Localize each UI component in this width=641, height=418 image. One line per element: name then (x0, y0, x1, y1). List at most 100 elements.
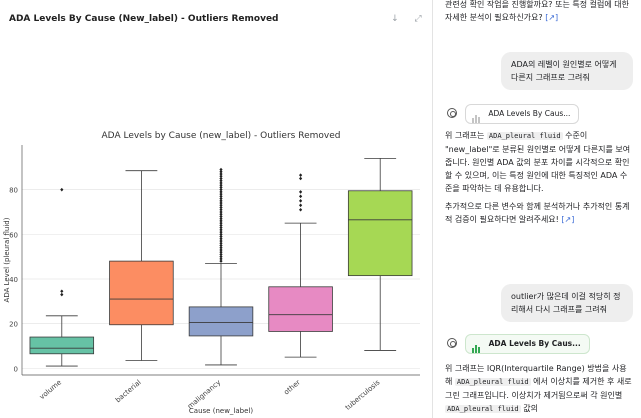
y-tick-label: 60 (9, 231, 18, 239)
panel-title: ADA Levels By Cause (New_label) - Outlie… (9, 14, 279, 24)
x-tick-label: malignancy (186, 378, 222, 410)
outlier-point (299, 194, 303, 199)
outlier-point (219, 192, 223, 196)
outlier-point (299, 173, 303, 177)
box-tuberculosis (347, 190, 413, 277)
outlier-point (219, 214, 223, 219)
x-tick-label: volume (38, 378, 63, 401)
message-text: 위 그래프는 (445, 131, 485, 140)
outlier-point (219, 236, 223, 241)
outlier-point (219, 207, 223, 212)
chat-panel: 관련성 확인 작업을 진행할까요? 또는 특정 컬럼에 대한 자세한 분석이 필… (433, 0, 641, 418)
inline-code: ADA_pleural fluid (454, 378, 531, 386)
x-tick-label: other (282, 378, 302, 396)
reference-link[interactable]: [↗] (561, 215, 575, 224)
inline-code: ADA_pleural fluid (445, 405, 521, 413)
user-message-text: ADA의 레벨이 원인별로 어떻게 다른지 그래프로 그려줘 (511, 60, 617, 82)
y-tick-label: 80 (9, 187, 18, 195)
chart-title: ADA Levels by Cause (new_label) - Outlie… (102, 131, 341, 141)
message-text: 추가적으로 다른 변수와 함께 분석하거나 추가적인 통계적 검증이 필요하다면… (445, 202, 630, 224)
outlier-point (60, 289, 64, 294)
outlier-point (299, 203, 303, 208)
outlier-point (219, 172, 223, 176)
outlier-point (219, 203, 223, 208)
assistant-message: 위 그래프는 ADA_pleural fluid 수준이 "new_label"… (445, 129, 633, 226)
message-paragraph: 위 그래프는 ADA_pleural fluid 수준이 "new_label"… (445, 129, 633, 195)
assistant-avatar-icon (447, 338, 457, 348)
outlier-point (219, 196, 223, 201)
outlier-point (219, 210, 223, 214)
message-text: 값의 (523, 404, 538, 413)
chart-artifact-chip-active[interactable]: ADA Levels By Caus... (465, 334, 590, 354)
message-text: 수준이 "new_label"로 분류된 원인별로 어떻게 다른지를 보여줍니다… (445, 131, 631, 193)
x-tick-label: tuberculosis (344, 378, 382, 412)
chart-artifact-chip[interactable]: ADA Levels By Caus... (465, 104, 580, 124)
assistant-message-top: 관련성 확인 작업을 진행할까요? 또는 특정 컬럼에 대한 자세한 분석이 필… (445, 0, 633, 24)
outlier-point (219, 232, 223, 237)
outlier-point (219, 221, 223, 225)
outlier-point (219, 225, 223, 230)
outlier-point (219, 199, 223, 203)
panel-tools: ↓ ⤢ (383, 6, 424, 25)
outlier-point (219, 178, 223, 183)
outlier-point (219, 219, 223, 223)
outlier-point (219, 257, 223, 261)
user-message: outlier가 많은데 이걸 적당히 정리해서 다시 그래프를 그려줘 (501, 284, 633, 322)
outlier-point (219, 216, 223, 221)
bar-chart-icon (472, 335, 481, 353)
bar-chart-icon (472, 105, 481, 123)
outlier-point (219, 205, 223, 210)
outlier-point (219, 181, 223, 185)
inline-code: ADA_pleural fluid (486, 132, 563, 140)
outlier-point (219, 223, 223, 228)
outlier-point (219, 183, 223, 187)
box-plot: ADA Levels by Cause (new_label) - Outlie… (3, 131, 420, 415)
outlier-point (219, 245, 223, 250)
y-tick-label: 40 (9, 276, 18, 284)
outlier-point (219, 228, 223, 232)
reference-link[interactable]: [↗] (545, 13, 559, 22)
outlier-point (299, 207, 303, 212)
outlier-point (219, 248, 223, 252)
chart-panel: ADA Levels by Cause (new_label) - Outlie… (3, 0, 433, 418)
assistant-message: 위 그래프는 IQR(Interquartile Range) 방법을 사용해 … (445, 362, 633, 416)
outlier-point (219, 239, 223, 243)
chip-label: ADA Levels By Caus... (488, 339, 581, 348)
user-message: ADA의 레벨이 원인별로 어떻게 다른지 그래프로 그려줘 (501, 52, 633, 90)
panel-header: ADA Levels By Cause (New_label) - Outlie… (9, 6, 424, 25)
message-text: 관련성 확인 작업을 진행할까요? 또는 특정 컬럼에 대한 자세한 분석이 필… (445, 0, 629, 22)
box-volume (29, 336, 95, 355)
message-paragraph: 추가적으로 다른 변수와 함께 분석하거나 추가적인 통계적 검증이 필요하다면… (445, 200, 633, 226)
outlier-point (219, 169, 223, 174)
outlier-point (299, 199, 303, 203)
outlier-point (299, 176, 303, 181)
outlier-point (219, 259, 223, 263)
outlier-point (219, 230, 223, 234)
x-axis-label: Cause (new_label) (189, 407, 253, 415)
box-bacterial (109, 260, 174, 326)
y-axis-label: ADA Level (pleural fluid) (3, 217, 11, 302)
outlier-point (219, 241, 223, 246)
outlier-point (219, 212, 223, 217)
outlier-point (219, 176, 223, 181)
outlier-point (219, 167, 223, 172)
message-text: 에서 이상치를 제거한 후 새로 그린 그래프입니다. 이상치가 제거됨으로써 … (445, 377, 632, 400)
outlier-point (219, 254, 223, 259)
download-icon[interactable]: ↓ (391, 14, 399, 24)
outlier-point (219, 194, 223, 199)
outlier-point (60, 187, 64, 192)
x-tick-label: bacterial (114, 378, 143, 404)
user-message-text: outlier가 많은데 이걸 적당히 정리해서 다시 그래프를 그려줘 (511, 292, 621, 314)
outlier-point (219, 252, 223, 257)
outlier-point (299, 190, 303, 194)
chip-label: ADA Levels By Caus... (488, 109, 571, 118)
outlier-point (219, 187, 223, 192)
assistant-avatar-icon (447, 108, 457, 118)
expand-icon[interactable]: ⤢ (414, 14, 422, 24)
outlier-point (219, 201, 223, 205)
outlier-point (219, 250, 223, 254)
message-text: 위 그래프는 IQR(Interquartile Range) 방법을 사용해 (445, 364, 627, 386)
outlier-point (219, 185, 223, 190)
outlier-point (219, 190, 223, 194)
box-other (268, 286, 333, 332)
